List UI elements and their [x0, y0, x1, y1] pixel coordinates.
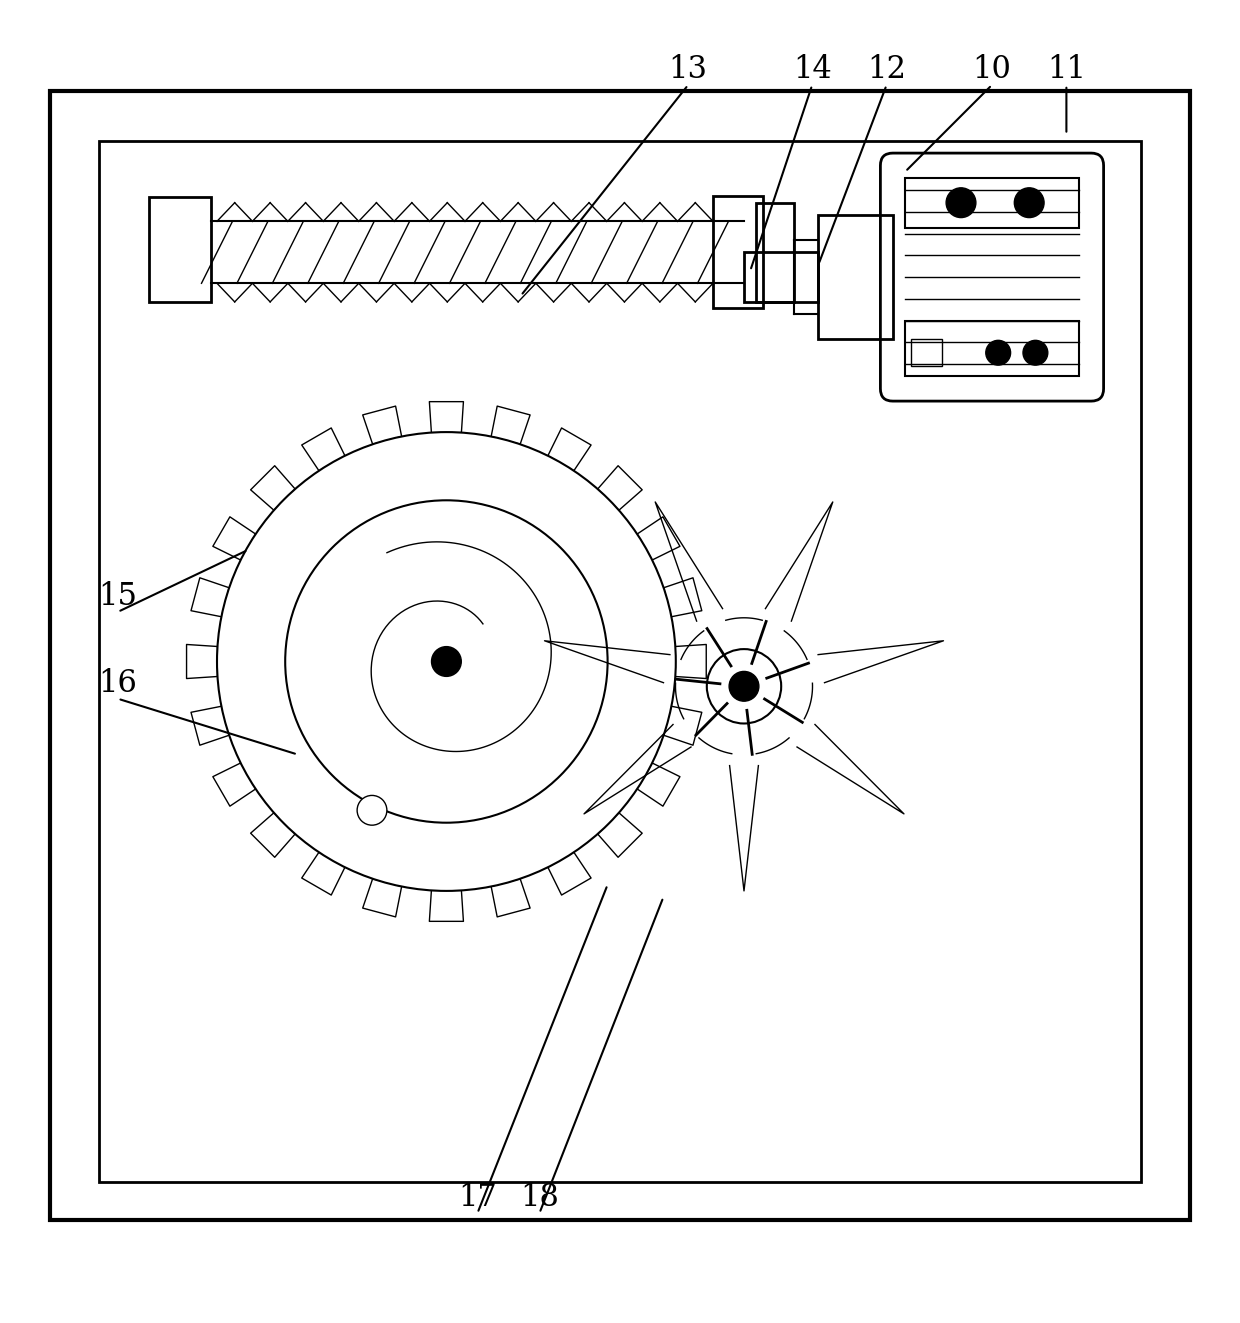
Circle shape: [1023, 340, 1048, 365]
Circle shape: [357, 795, 387, 826]
Circle shape: [707, 650, 781, 724]
Bar: [149, 197, 211, 302]
Circle shape: [285, 500, 608, 823]
Text: 13: 13: [668, 54, 708, 85]
Bar: [905, 177, 1079, 228]
Bar: [99, 140, 1141, 1183]
Bar: [911, 339, 942, 366]
Bar: [713, 197, 763, 308]
Circle shape: [946, 188, 976, 217]
Circle shape: [217, 433, 676, 890]
Circle shape: [1014, 188, 1044, 217]
Text: 11: 11: [1047, 54, 1086, 85]
Circle shape: [432, 647, 461, 676]
Bar: [905, 320, 1079, 376]
Bar: [744, 253, 818, 302]
Text: 12: 12: [867, 54, 906, 85]
Bar: [818, 216, 893, 339]
Text: 15: 15: [98, 581, 138, 613]
Circle shape: [729, 671, 759, 701]
FancyBboxPatch shape: [880, 153, 1104, 401]
Text: 18: 18: [520, 1183, 559, 1213]
Text: 16: 16: [98, 668, 138, 699]
Text: 17: 17: [458, 1183, 497, 1213]
Bar: [756, 202, 794, 302]
Text: 10: 10: [972, 54, 1012, 85]
Text: 14: 14: [792, 54, 832, 85]
Circle shape: [986, 340, 1011, 365]
